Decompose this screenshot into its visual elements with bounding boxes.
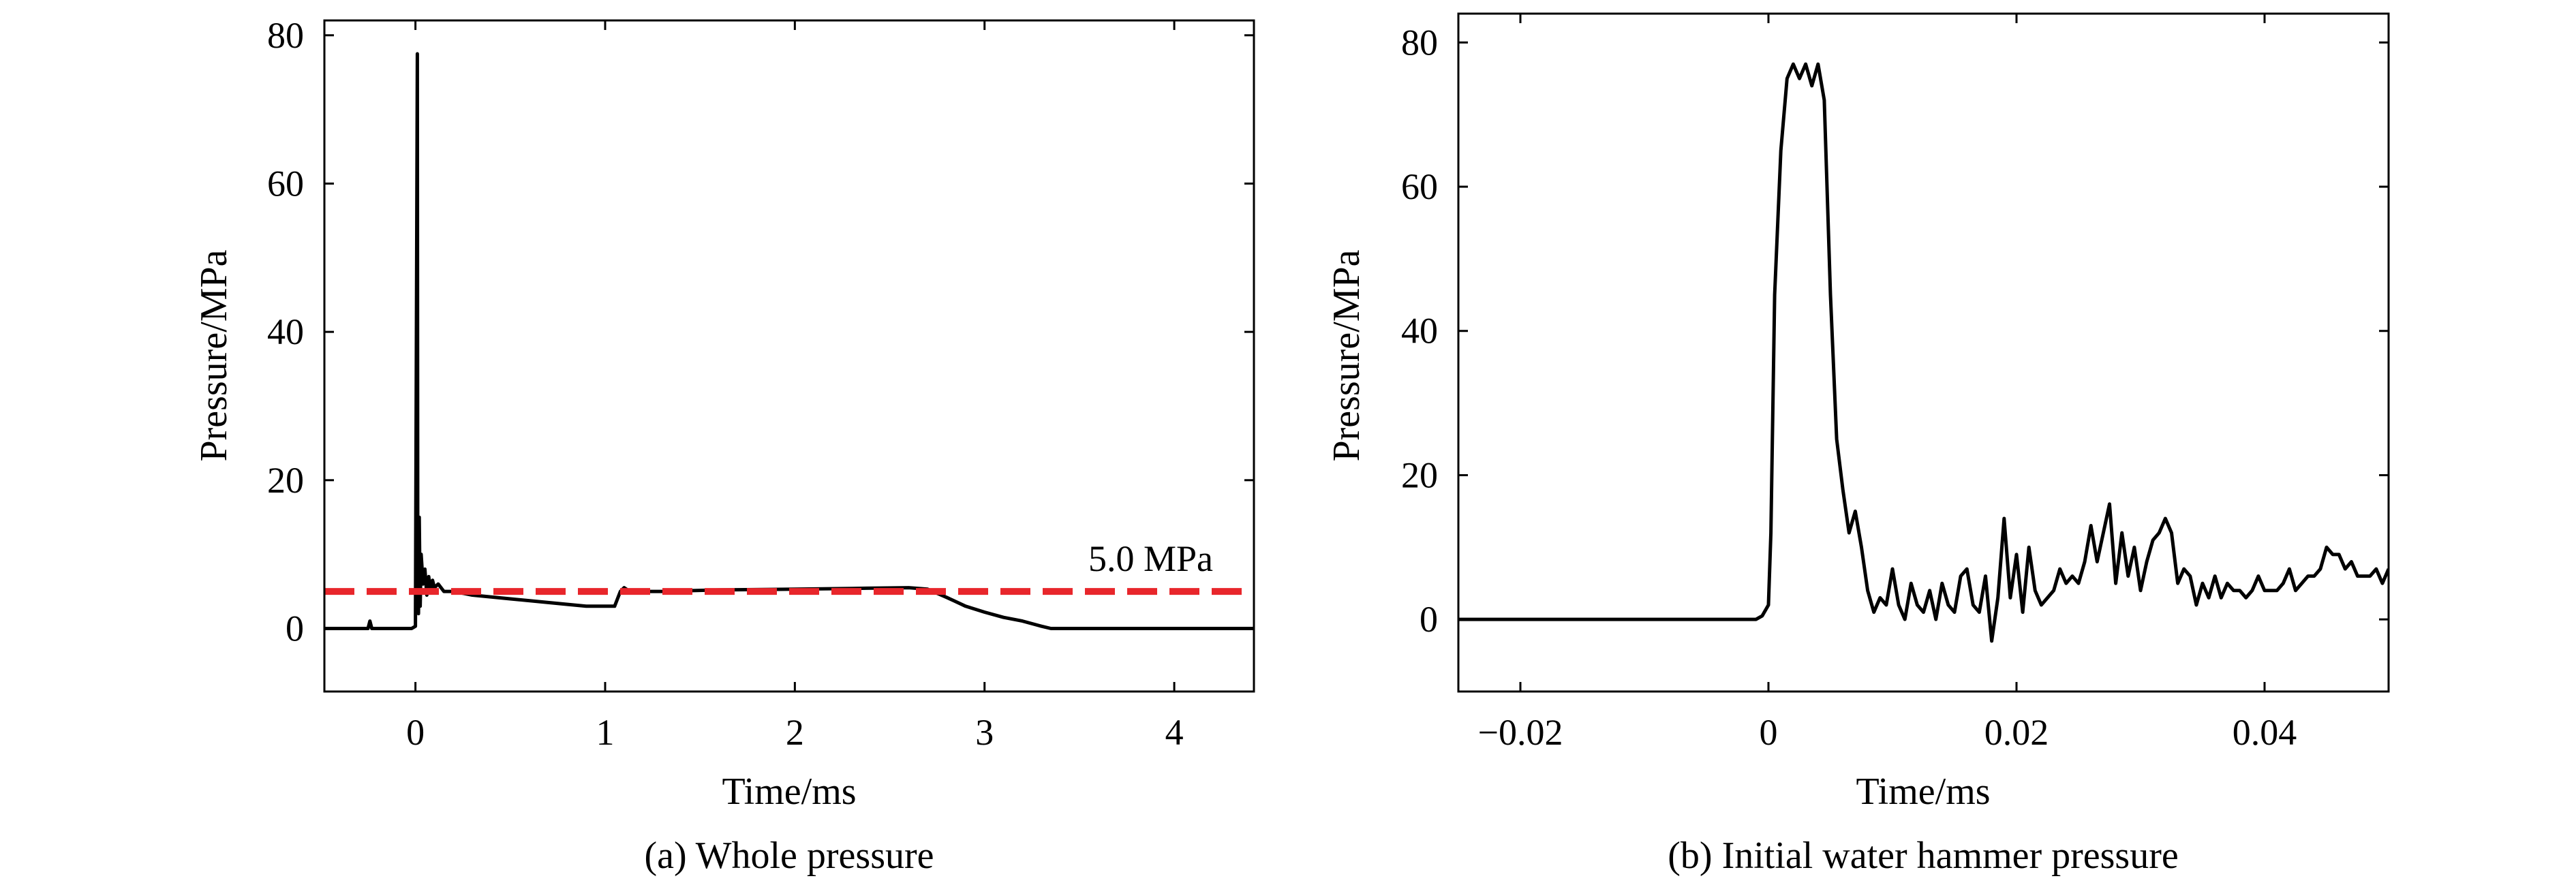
panel-a-y-tick-label: 80 bbox=[267, 15, 304, 56]
panel-a-y-tick-label: 60 bbox=[267, 163, 304, 204]
panel-b-y-tick-label: 60 bbox=[1401, 166, 1438, 207]
panel-a-y-tick-label: 40 bbox=[267, 311, 304, 352]
panel-b-y-tick-label: 80 bbox=[1401, 22, 1438, 63]
panel-a-x-tick-label: 3 bbox=[975, 712, 994, 753]
panel-a-caption: (a) Whole pressure bbox=[644, 835, 934, 877]
panel-a-reference-label: 5.0 MPa bbox=[1088, 538, 1213, 579]
panel-b-y-axis-label: Pressure/MPa bbox=[1325, 249, 1368, 461]
panel-b-frame bbox=[1457, 12, 2390, 693]
panel-b-x-tick-label: 0.02 bbox=[1984, 712, 2049, 753]
panel-a-frame bbox=[323, 19, 1255, 693]
panel-b-x-tick-label: 0.04 bbox=[2233, 712, 2297, 753]
panel-b-x-tick-label: 0 bbox=[1760, 712, 1778, 753]
panel-b-ticks bbox=[1458, 14, 2389, 692]
panel-a-x-axis-label: Time/ms bbox=[722, 771, 856, 813]
panel-a-y-axis-label: Pressure/MPa bbox=[193, 249, 235, 461]
panel-a-x-tick-label: 4 bbox=[1165, 712, 1184, 753]
panel-a-x-tick-label: 2 bbox=[786, 712, 804, 753]
panel-b-pressure-line bbox=[1458, 62, 2389, 643]
panel-b-x-tick-label: −0.02 bbox=[1478, 712, 1563, 753]
panel-a-y-tick-label: 20 bbox=[267, 460, 304, 501]
panel-b-y-tick-label: 40 bbox=[1401, 311, 1438, 352]
panel-a-y-tick-label: 0 bbox=[286, 608, 304, 649]
panel-b: −0.02 0 0.02 0.04 0 20 40 60 80 Time/ms Pressure… bbox=[1325, 12, 2390, 877]
panel-a-x-tick-label: 0 bbox=[406, 712, 425, 753]
panel-b-y-tick-label: 0 bbox=[1420, 599, 1438, 640]
panel-b-x-axis-label: Time/ms bbox=[1856, 771, 1990, 813]
panel-b-y-tick-label: 20 bbox=[1401, 454, 1438, 495]
panel-b-tick-labels: −0.02 0 0.02 0.04 0 20 40 60 80 bbox=[1401, 22, 2297, 753]
panel-a-x-tick-label: 1 bbox=[596, 712, 614, 753]
panel-b-caption: (b) Initial water hammer pressure bbox=[1668, 835, 2178, 877]
